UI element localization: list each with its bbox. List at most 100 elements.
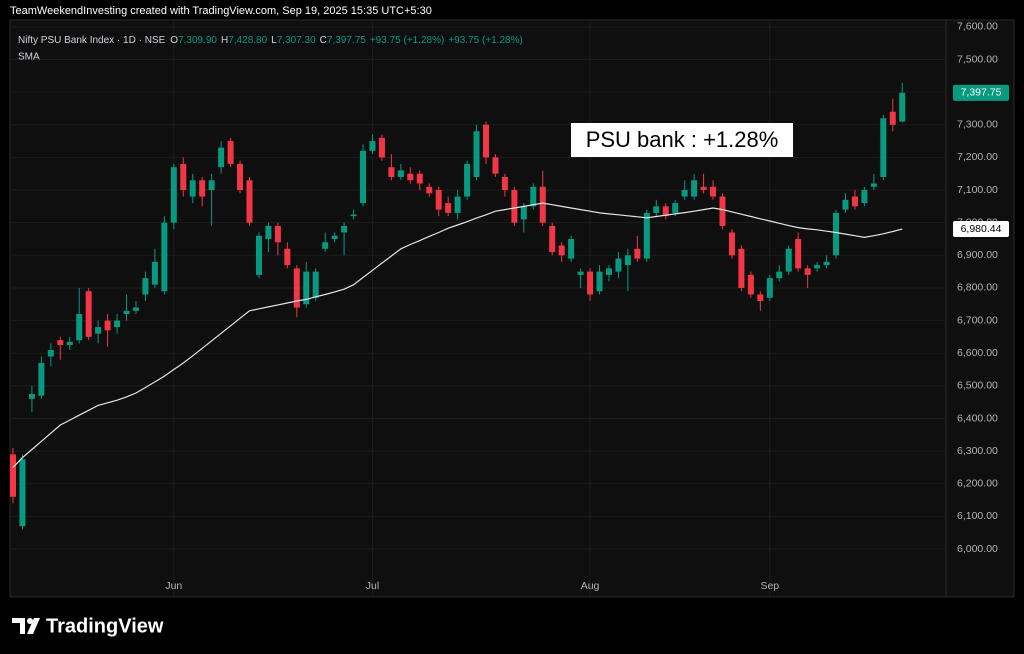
y-tick-label: 7,500.00 bbox=[957, 53, 998, 65]
candle-body bbox=[151, 261, 158, 285]
y-tick-label: 6,400.00 bbox=[957, 412, 998, 424]
candle-body bbox=[265, 225, 272, 239]
y-tick-label: 6,100.00 bbox=[957, 510, 998, 522]
candle-body bbox=[520, 206, 527, 220]
candle-body bbox=[833, 212, 840, 256]
candle-body bbox=[766, 278, 773, 298]
candle-body bbox=[823, 261, 830, 266]
candle-body bbox=[378, 137, 385, 158]
candle-body bbox=[237, 163, 244, 191]
candle-body bbox=[303, 271, 310, 305]
candle-body bbox=[19, 459, 26, 527]
candle-body bbox=[199, 180, 206, 197]
candle-body bbox=[218, 147, 225, 168]
candle-body bbox=[123, 310, 130, 315]
candle-body bbox=[889, 111, 896, 125]
y-tick-label: 7,100.00 bbox=[957, 184, 998, 196]
candle-body bbox=[142, 278, 149, 295]
candle-body bbox=[530, 186, 537, 207]
candle-body bbox=[180, 163, 187, 191]
candle-body bbox=[558, 245, 565, 256]
legend-value: 7,307.30 bbox=[277, 35, 316, 46]
annotation-box bbox=[571, 123, 793, 157]
candle-body bbox=[814, 265, 821, 269]
candle-body bbox=[785, 248, 792, 272]
y-tick-label: 7,600.00 bbox=[957, 21, 998, 33]
candle-body bbox=[710, 186, 717, 197]
x-tick-label: Jun bbox=[165, 580, 182, 592]
candle-body bbox=[653, 206, 660, 213]
candle-body bbox=[464, 163, 471, 197]
y-tick-label: 6,700.00 bbox=[957, 314, 998, 326]
candle-body bbox=[322, 242, 329, 249]
candle-body bbox=[66, 341, 73, 346]
candle-body bbox=[341, 225, 348, 233]
y-tick-label: 6,900.00 bbox=[957, 249, 998, 261]
last-price-label: 7,397.75 bbox=[961, 87, 1002, 99]
y-tick-label: 7,300.00 bbox=[957, 119, 998, 131]
y-tick-label: 6,300.00 bbox=[957, 445, 998, 457]
y-tick-label: 7,200.00 bbox=[957, 151, 998, 163]
candle-body bbox=[634, 248, 641, 259]
candle-body bbox=[85, 291, 92, 337]
candle-body bbox=[170, 167, 177, 223]
candle-body bbox=[842, 199, 849, 210]
candle-body bbox=[501, 176, 508, 191]
x-tick-label: Jul bbox=[366, 580, 379, 592]
y-tick-label: 6,000.00 bbox=[957, 543, 998, 555]
candle-body bbox=[738, 248, 745, 288]
candle-body bbox=[104, 320, 111, 331]
candle-body bbox=[246, 180, 253, 223]
candle-body bbox=[360, 150, 367, 204]
candle-body bbox=[643, 212, 650, 259]
y-tick-label: 6,600.00 bbox=[957, 347, 998, 359]
candle-body bbox=[539, 186, 546, 223]
legend-key: H bbox=[221, 35, 228, 46]
sma-price-tag bbox=[953, 221, 1009, 238]
candle-body bbox=[293, 268, 300, 308]
candle-body bbox=[662, 206, 669, 217]
x-tick-label: Aug bbox=[581, 580, 600, 592]
candle-body bbox=[407, 173, 414, 181]
candle-body bbox=[397, 170, 404, 177]
candle-body bbox=[577, 271, 584, 275]
candle-body bbox=[492, 157, 499, 174]
candle-body bbox=[880, 118, 887, 177]
legend-key: C bbox=[320, 35, 327, 46]
logo-icon bbox=[12, 618, 40, 634]
candle-body bbox=[587, 271, 594, 295]
candle-body bbox=[776, 271, 783, 279]
candle-body bbox=[284, 248, 291, 266]
chart-panel bbox=[9, 19, 1015, 598]
candle-body bbox=[795, 238, 802, 269]
header-text: TeamWeekendInvesting created with Tradin… bbox=[10, 5, 432, 17]
candle-body bbox=[416, 173, 423, 184]
symbol: Nifty PSU Bank Index · 1D · NSE bbox=[18, 35, 166, 46]
candle-body bbox=[227, 141, 234, 164]
candle-body bbox=[757, 294, 764, 301]
legend-value: 7,428.80 bbox=[228, 35, 267, 46]
legend-key: O bbox=[170, 35, 178, 46]
candle-body bbox=[804, 268, 811, 275]
candle-body bbox=[10, 454, 16, 497]
annotation: PSU bank : +1.28% bbox=[586, 127, 779, 152]
legend: Nifty PSU Bank Index · 1D · NSE O7,309.90… bbox=[18, 35, 523, 46]
candle-body bbox=[28, 394, 35, 399]
candle-body bbox=[426, 186, 433, 194]
candle-body bbox=[161, 222, 168, 292]
candle-body bbox=[388, 167, 395, 177]
candle-body bbox=[605, 268, 612, 275]
x-tick-label: Sep bbox=[760, 580, 779, 592]
y-tick-label: 6,800.00 bbox=[957, 282, 998, 294]
candle-body bbox=[369, 141, 376, 151]
logo-text: TradingView bbox=[46, 615, 164, 637]
candle-body bbox=[549, 225, 556, 253]
candle-body bbox=[312, 271, 319, 298]
sma-legend: SMA bbox=[18, 52, 40, 63]
last-price-tag bbox=[953, 84, 1009, 101]
legend-change: +93.75 (+1.28%) bbox=[370, 35, 445, 46]
candle-body bbox=[445, 203, 452, 213]
legend-value: 7,397.75 bbox=[327, 35, 366, 46]
candle-body bbox=[851, 196, 858, 207]
